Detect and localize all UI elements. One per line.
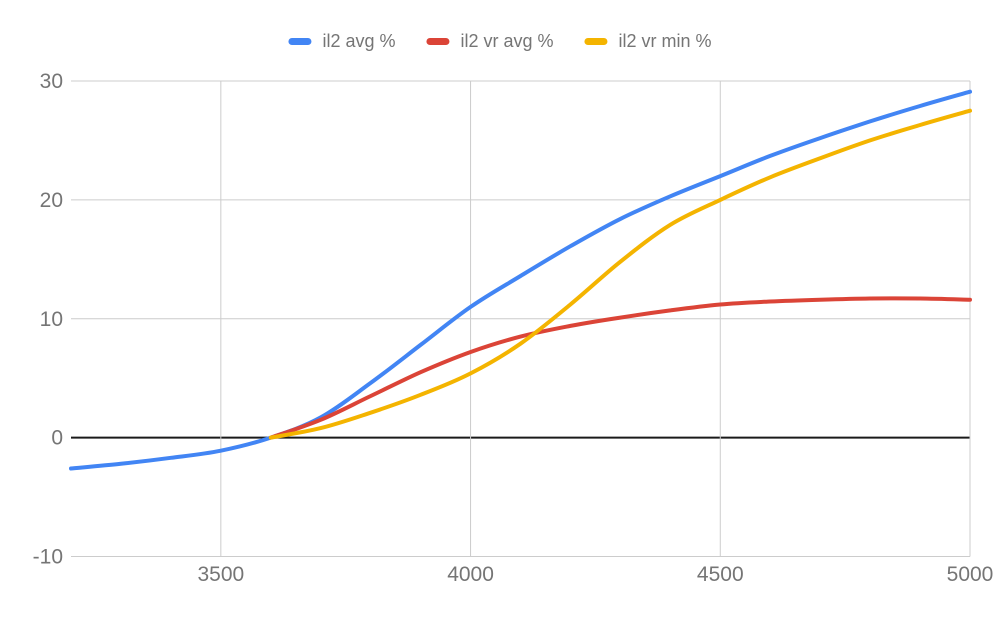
legend-swatch-icon xyxy=(426,38,450,45)
legend-label: il2 vr avg % xyxy=(460,31,554,51)
legend-item-2: il2 vr min % xyxy=(584,31,712,52)
legend-swatch-icon xyxy=(584,38,608,45)
y-tick-label: 20 xyxy=(40,189,63,212)
y-tick-label: 0 xyxy=(51,427,63,450)
y-tick-label: 30 xyxy=(40,70,63,93)
x-tick-label: 4000 xyxy=(447,563,494,586)
chart-legend: il2 avg % il2 vr avg % il2 vr min % xyxy=(288,31,712,52)
x-tick-label: 3500 xyxy=(197,563,244,586)
x-tick-label: 4500 xyxy=(697,563,744,586)
legend-label: il2 avg % xyxy=(322,31,396,51)
legend-item-1: il2 vr avg % xyxy=(426,31,554,52)
series-line-il2-vr-min xyxy=(268,108,972,440)
y-tick-label: 10 xyxy=(40,308,63,331)
legend-item-0: il2 avg % xyxy=(288,31,395,52)
series-line-il2-vr-avg xyxy=(268,296,972,440)
axis-labels: -10 0 10 20 30 3500 4000 4500 5000 xyxy=(33,70,994,586)
y-tick-label: -10 xyxy=(33,546,63,569)
x-tick-label: 5000 xyxy=(947,563,994,586)
gridlines xyxy=(71,80,971,557)
series-line-il2-avg xyxy=(69,89,972,471)
legend-label: il2 vr min % xyxy=(618,31,712,51)
legend-swatch-icon xyxy=(288,38,312,45)
